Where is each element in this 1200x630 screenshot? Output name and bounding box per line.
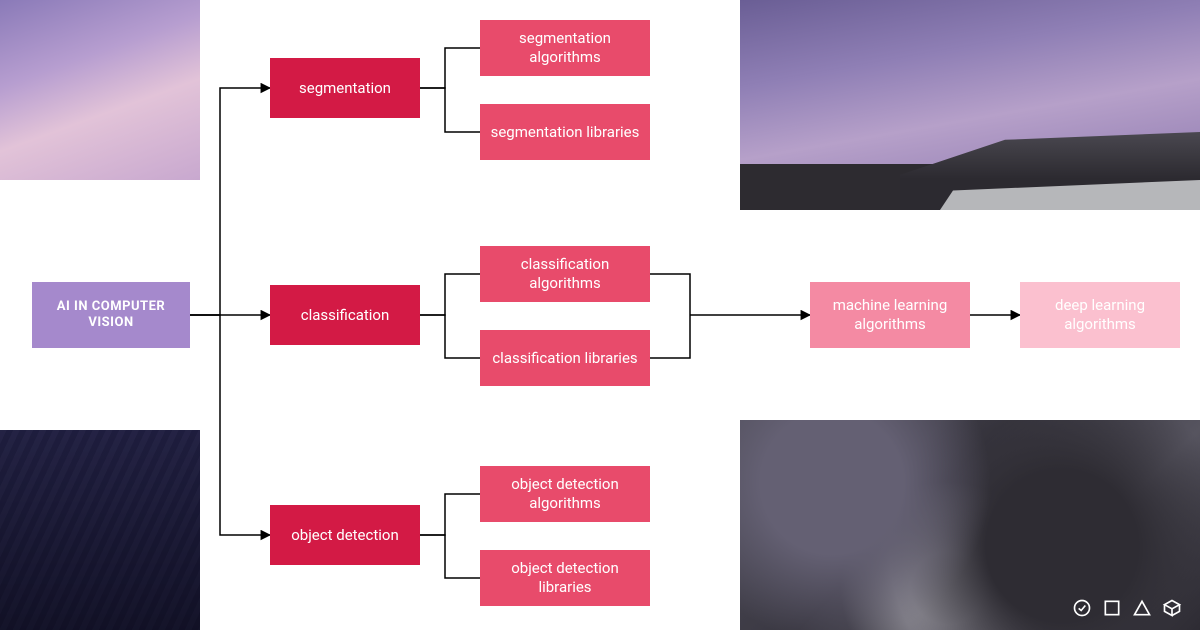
node-object-detection-label: object detection [291, 526, 399, 545]
node-obj-a-label: object detection algorithms [490, 475, 640, 513]
corner-image-top-left [0, 0, 200, 180]
corner-image-top-right [740, 0, 1200, 210]
node-classification-algorithms: classification algorithms [480, 246, 650, 302]
footer-logo [1072, 598, 1182, 618]
node-object-detection-algorithms: object detection algorithms [480, 466, 650, 522]
node-root-label: AI IN COMPUTER VISION [42, 299, 180, 332]
node-machine-learning-algorithms: machine learning algorithms [810, 282, 970, 348]
node-object-detection: object detection [270, 505, 420, 565]
check-circle-icon [1072, 598, 1092, 618]
corner-image-bottom-left [0, 430, 200, 630]
node-cls-a-label: classification algorithms [490, 255, 640, 293]
node-segmentation-libraries: segmentation libraries [480, 104, 650, 160]
node-ml-label: machine learning algorithms [820, 296, 960, 334]
node-object-detection-libraries: object detection libraries [480, 550, 650, 606]
node-dl-label: deep learning algorithms [1030, 296, 1170, 334]
node-seg-a-label: segmentation algorithms [490, 29, 640, 67]
node-classification: classification [270, 285, 420, 345]
node-root: AI IN COMPUTER VISION [32, 282, 190, 348]
node-segmentation-algorithms: segmentation algorithms [480, 20, 650, 76]
node-cls-l-label: classification libraries [492, 349, 637, 368]
node-segmentation: segmentation [270, 58, 420, 118]
node-segmentation-label: segmentation [299, 79, 391, 98]
node-classification-label: classification [301, 306, 390, 325]
node-deep-learning-algorithms: deep learning algorithms [1020, 282, 1180, 348]
node-seg-l-label: segmentation libraries [491, 123, 640, 142]
cube-icon [1162, 598, 1182, 618]
node-obj-l-label: object detection libraries [490, 559, 640, 597]
node-classification-libraries: classification libraries [480, 330, 650, 386]
triangle-icon [1132, 598, 1152, 618]
square-icon [1102, 598, 1122, 618]
